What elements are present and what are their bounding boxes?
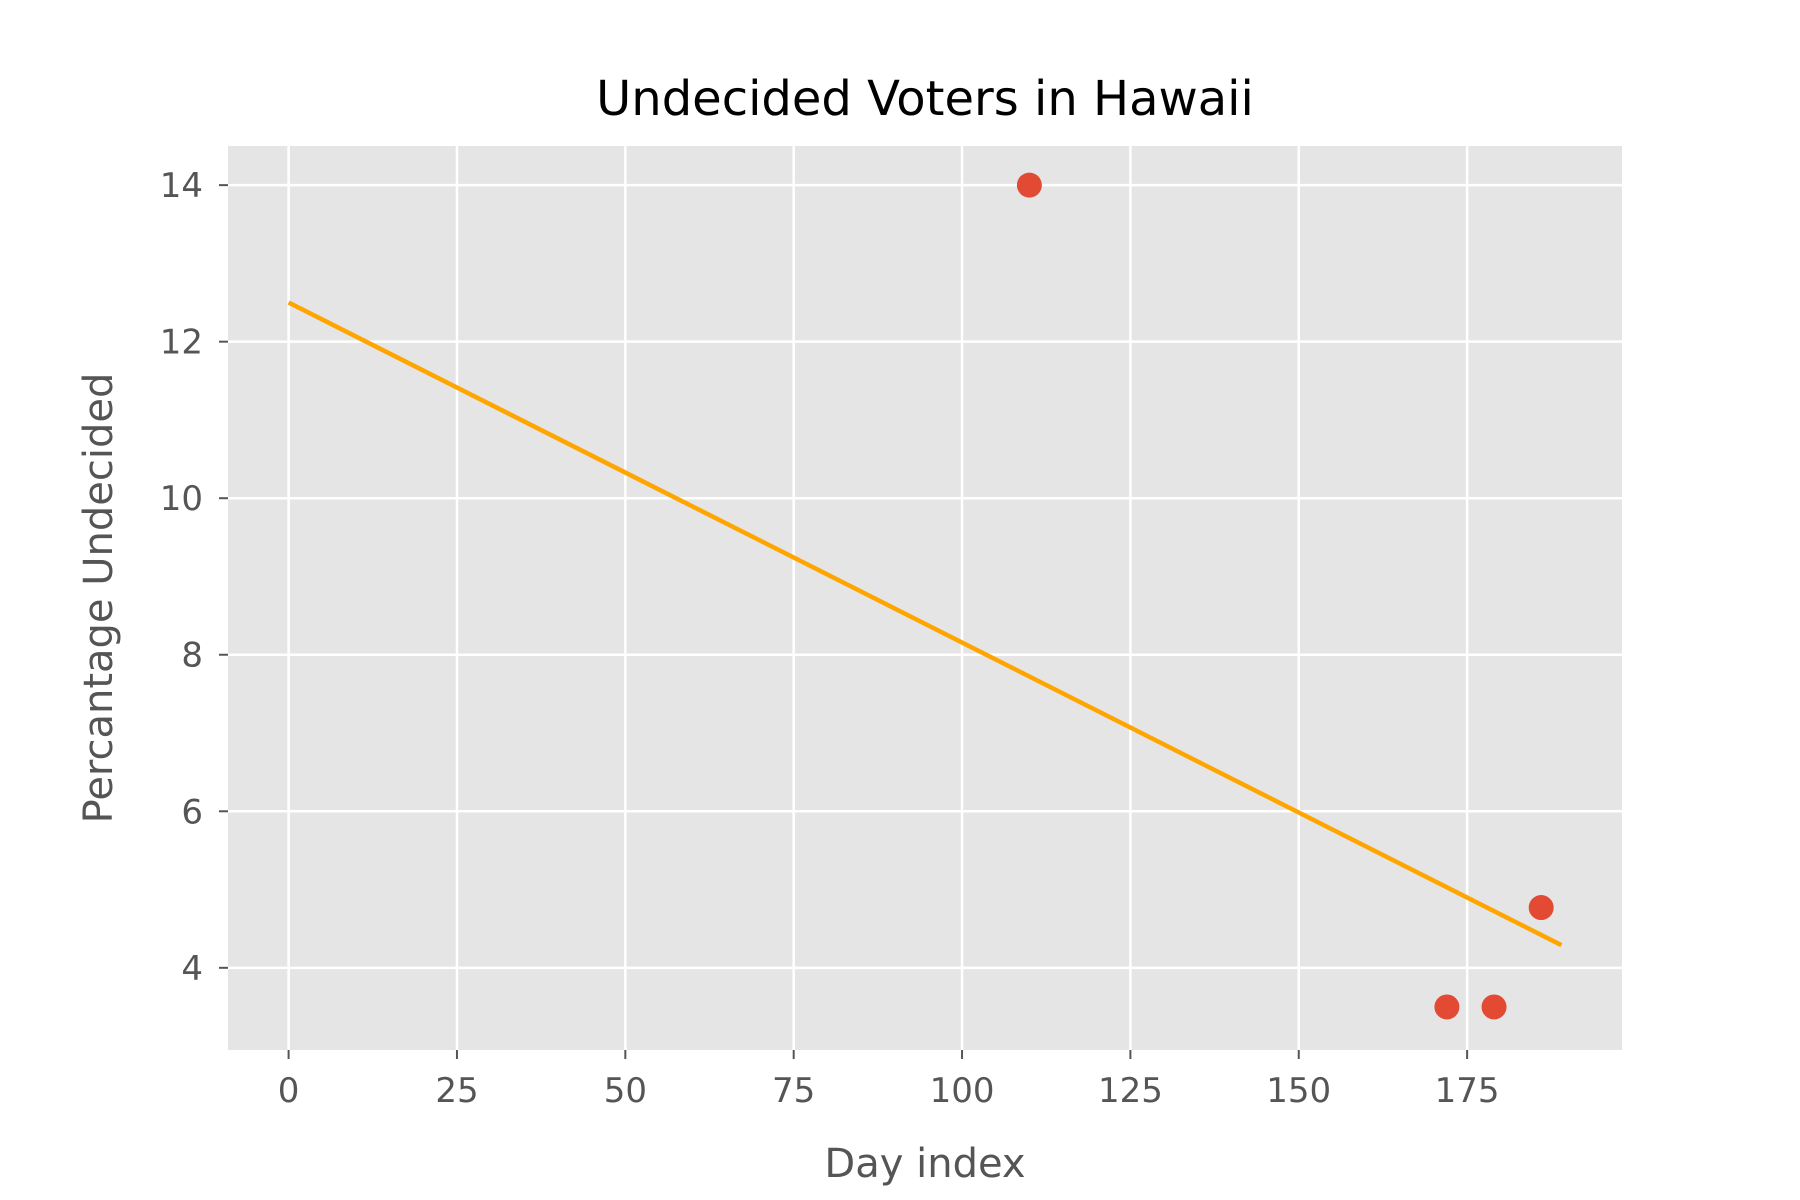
y-tick-label: 12 <box>160 323 203 363</box>
y-axis-ticks: 4 6 8 10 12 14 <box>160 166 228 989</box>
y-tick-label: 8 <box>181 636 203 676</box>
x-grid <box>287 146 1469 1050</box>
y-tick-label: 6 <box>181 792 203 832</box>
y-axis-label: Percantage Undecided <box>76 373 122 824</box>
data-point <box>1016 172 1042 198</box>
x-axis-label: Day index <box>824 1141 1025 1187</box>
y-tick-label: 14 <box>160 166 203 206</box>
x-tick-label: 175 <box>1435 1071 1500 1111</box>
x-tick-label: 25 <box>435 1071 478 1111</box>
x-tick-label: 150 <box>1266 1071 1331 1111</box>
plot-area <box>228 146 1622 1050</box>
x-tick-label: 50 <box>604 1071 647 1111</box>
series-layer <box>287 172 1563 1020</box>
data-point <box>1434 994 1460 1020</box>
y-grid <box>228 183 1622 970</box>
x-tick-label: 100 <box>930 1071 995 1111</box>
y-tick-label: 4 <box>181 949 203 989</box>
x-tick-label: 75 <box>772 1071 815 1111</box>
x-tick-label: 0 <box>278 1071 300 1111</box>
x-tick-label: 125 <box>1098 1071 1163 1111</box>
data-point <box>1481 994 1507 1020</box>
x-axis-ticks: 0 25 50 75 100 125 150 175 <box>278 1050 1500 1111</box>
chart-title: Undecided Voters in Hawaii <box>596 71 1254 127</box>
data-point <box>1528 895 1554 921</box>
y-tick-label: 10 <box>160 479 203 519</box>
trend-line <box>287 300 1563 948</box>
